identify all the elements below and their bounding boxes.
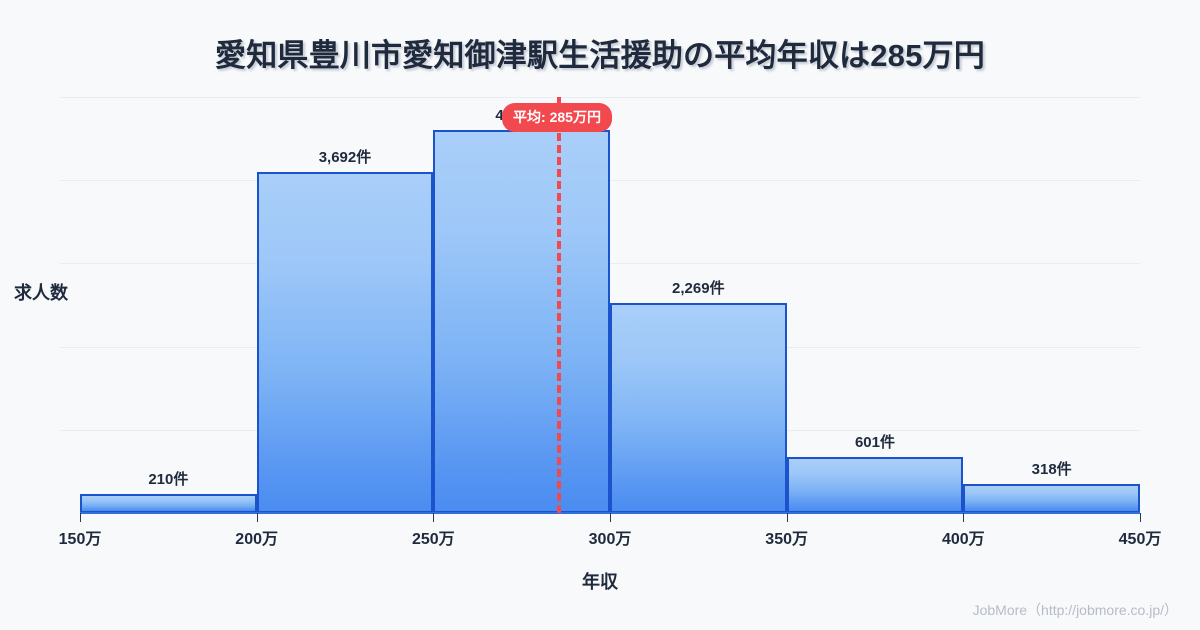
histogram-bar[interactable]	[256, 171, 434, 513]
bar-value-label: 210件	[148, 470, 189, 488]
x-axis-tick	[786, 513, 788, 522]
chart-title: 愛知県豊川市愛知御津駅生活援助の平均年収は285万円	[215, 38, 985, 73]
bar-value-label: 3,692件	[318, 148, 372, 166]
histogram-bar[interactable]	[610, 303, 787, 513]
x-axis-title: 年収	[582, 572, 618, 592]
x-axis-tick-label: 150万	[58, 531, 102, 548]
histogram-bar[interactable]	[786, 457, 964, 513]
gridline	[60, 97, 1140, 98]
x-axis-tick	[1140, 513, 1141, 522]
x-axis-tick-label: 250万	[411, 531, 455, 548]
bar-value-label: 2,269件	[672, 280, 725, 298]
x-axis-tick	[610, 513, 611, 522]
x-axis-tick	[433, 513, 435, 522]
histogram-bar[interactable]	[963, 483, 1140, 513]
bar-value-label: 601件	[854, 434, 895, 452]
bar-value-label: 318件	[1031, 460, 1072, 478]
x-axis-tick	[256, 513, 258, 522]
average-line	[557, 97, 561, 513]
x-axis-tick	[80, 513, 81, 522]
x-axis-tick	[963, 513, 965, 522]
y-axis-title: 求人数	[14, 283, 68, 303]
x-axis-tick-label: 400万	[941, 531, 985, 548]
x-axis-tick-label: 450万	[1118, 531, 1162, 548]
x-axis-tick-label: 300万	[588, 531, 632, 548]
histogram-bar[interactable]	[80, 493, 257, 513]
footer-credit: JobMore（http://jobmore.co.jp/）	[972, 602, 1178, 618]
average-badge: 平均: 285万円	[502, 103, 612, 132]
histogram-bar[interactable]	[433, 129, 610, 513]
x-axis-tick-label: 200万	[235, 531, 279, 548]
x-axis-tick-label: 350万	[765, 531, 809, 548]
